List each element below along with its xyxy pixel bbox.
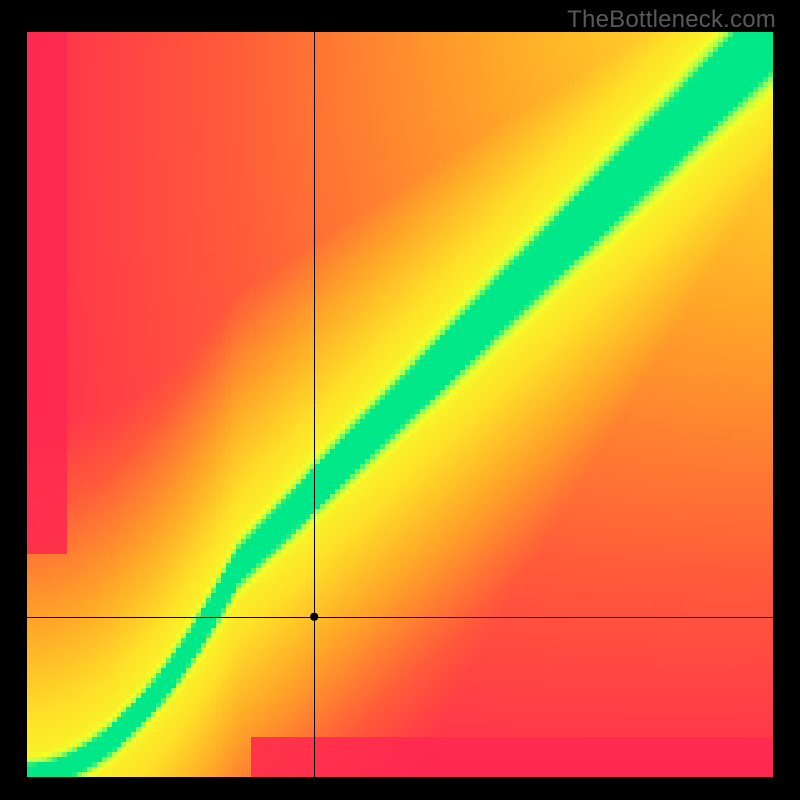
watermark-label: TheBottleneck.com: [567, 6, 776, 34]
bottleneck-heatmap: [0, 0, 800, 800]
